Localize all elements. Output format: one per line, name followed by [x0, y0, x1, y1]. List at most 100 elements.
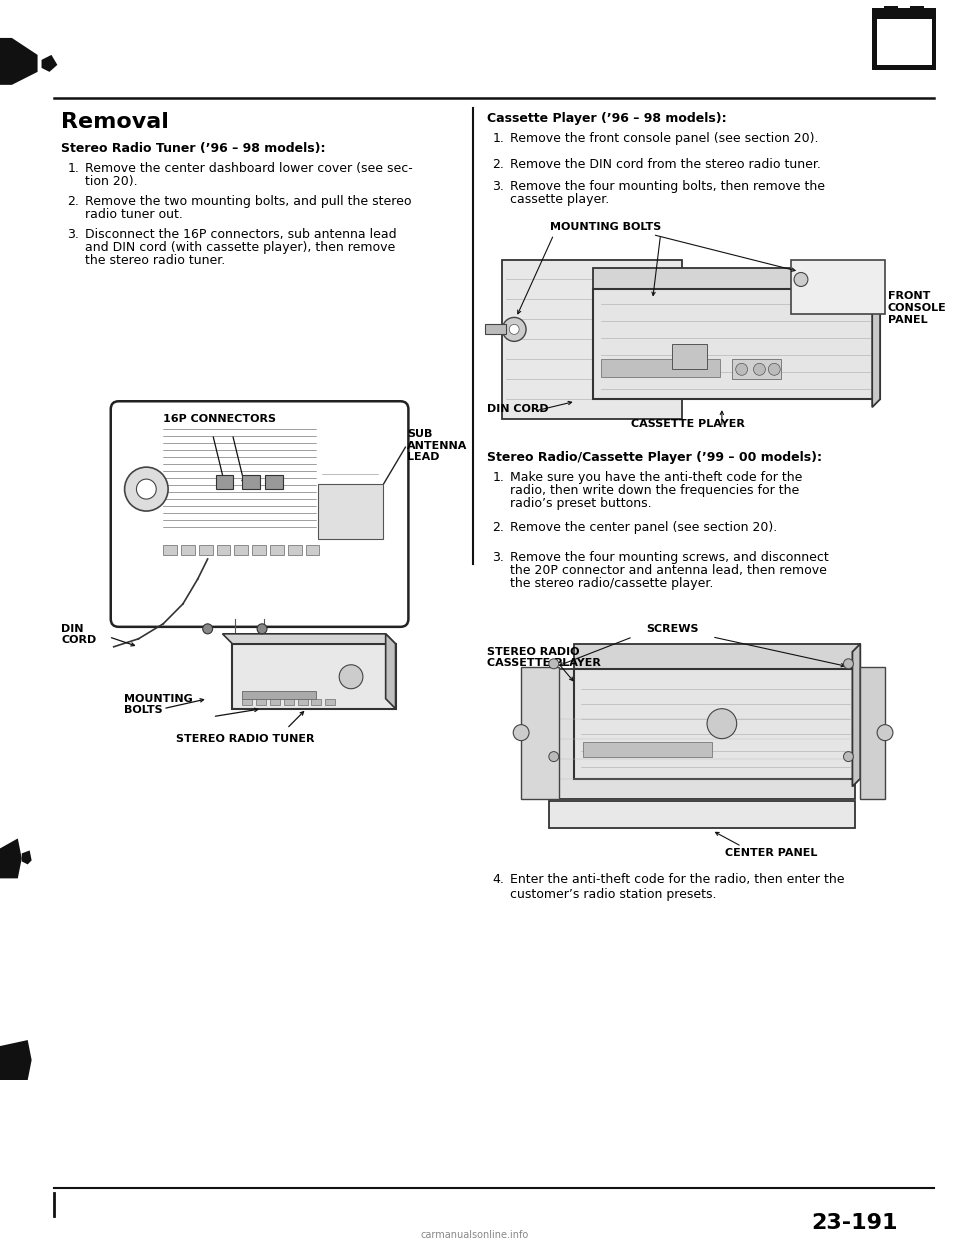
Text: and DIN cord (with cassette player), then remove: and DIN cord (with cassette player), the… [85, 241, 396, 253]
Text: the stereo radio tuner.: the stereo radio tuner. [85, 253, 226, 267]
Bar [216, 476, 233, 489]
Text: DIN
CORD: DIN CORD [61, 623, 97, 646]
Bar [584, 741, 712, 756]
Text: 1.: 1. [492, 471, 504, 484]
Bar [884, 6, 898, 12]
Bar [877, 19, 931, 65]
Polygon shape [521, 667, 559, 799]
Circle shape [877, 724, 893, 740]
Polygon shape [573, 643, 860, 668]
Bar [242, 699, 252, 704]
Text: 1.: 1. [67, 161, 79, 175]
Text: Disconnect the 16P connectors, sub antenna lead: Disconnect the 16P connectors, sub anten… [85, 227, 396, 241]
FancyBboxPatch shape [232, 643, 396, 709]
Text: 4.: 4. [492, 873, 504, 887]
Polygon shape [593, 267, 880, 289]
Text: SUB
ANTENNA
LEAD: SUB ANTENNA LEAD [407, 430, 468, 462]
Bar [256, 699, 266, 704]
Polygon shape [502, 260, 683, 420]
Circle shape [339, 664, 363, 689]
Text: radio tuner out.: radio tuner out. [85, 207, 183, 221]
Polygon shape [873, 267, 880, 407]
Text: –: – [886, 22, 894, 37]
Text: tion 20).: tion 20). [85, 175, 137, 188]
Circle shape [514, 724, 529, 740]
Text: radio, then write down the frequencies for the: radio, then write down the frequencies f… [511, 484, 800, 497]
Polygon shape [41, 55, 58, 72]
Text: CENTER PANEL: CENTER PANEL [725, 848, 818, 858]
Text: STEREO RADIO TUNER: STEREO RADIO TUNER [176, 734, 315, 744]
Text: Remove the DIN cord from the stereo radio tuner.: Remove the DIN cord from the stereo radi… [511, 158, 821, 170]
Bar [242, 476, 260, 489]
Text: Remove the four mounting screws, and disconnect: Remove the four mounting screws, and dis… [511, 551, 829, 564]
Circle shape [754, 364, 765, 375]
Text: MOUNTING
BOLTS: MOUNTING BOLTS [124, 694, 192, 715]
Bar [265, 476, 283, 489]
Text: Remove the two mounting bolts, and pull the stereo: Remove the two mounting bolts, and pull … [85, 195, 412, 207]
Polygon shape [22, 851, 32, 864]
Text: cassette player.: cassette player. [511, 193, 610, 206]
Bar [601, 359, 720, 378]
Bar [311, 699, 322, 704]
Text: Enter the anti-theft code for the radio, then enter the
customer’s radio station: Enter the anti-theft code for the radio,… [511, 873, 845, 902]
Text: the 20P connector and antenna lead, then remove: the 20P connector and antenna lead, then… [511, 564, 828, 578]
Text: CASSETTE PLAYER: CASSETTE PLAYER [632, 420, 745, 430]
Polygon shape [223, 633, 396, 643]
Circle shape [502, 318, 526, 342]
Circle shape [735, 364, 748, 375]
Text: Stereo Radio Tuner (’96 – 98 models):: Stereo Radio Tuner (’96 – 98 models): [61, 142, 325, 155]
Circle shape [125, 467, 168, 510]
Bar [270, 699, 280, 704]
Text: Remove the four mounting bolts, then remove the: Remove the four mounting bolts, then rem… [511, 180, 826, 193]
Bar [252, 545, 266, 555]
Polygon shape [0, 838, 22, 878]
Bar [217, 545, 230, 555]
Text: the stereo radio/cassette player.: the stereo radio/cassette player. [511, 578, 713, 590]
Bar [163, 545, 177, 555]
Circle shape [794, 272, 808, 287]
FancyBboxPatch shape [549, 801, 855, 828]
FancyBboxPatch shape [110, 401, 408, 627]
Circle shape [549, 658, 559, 668]
Bar [288, 545, 301, 555]
Text: STEREO RADIO
CASSETTE PLAYER: STEREO RADIO CASSETTE PLAYER [487, 647, 600, 668]
Bar [242, 691, 317, 699]
Text: Stereo Radio/Cassette Player (’99 – 00 models):: Stereo Radio/Cassette Player (’99 – 00 m… [487, 451, 822, 465]
Text: 3.: 3. [492, 551, 504, 564]
Text: Remove the center panel (see section 20).: Remove the center panel (see section 20)… [511, 522, 778, 534]
Circle shape [203, 623, 212, 633]
Polygon shape [0, 1040, 32, 1081]
Circle shape [509, 324, 519, 334]
Text: MOUNTING BOLTS: MOUNTING BOLTS [549, 221, 660, 231]
Polygon shape [0, 39, 37, 84]
Text: 3.: 3. [67, 227, 79, 241]
Bar [305, 545, 320, 555]
Polygon shape [860, 667, 885, 799]
Bar [234, 545, 249, 555]
Circle shape [136, 479, 156, 499]
Bar [672, 344, 707, 369]
Bar [325, 699, 335, 704]
FancyBboxPatch shape [549, 668, 855, 799]
Text: Cassette Player (’96 – 98 models):: Cassette Player (’96 – 98 models): [487, 112, 726, 124]
Text: DIN CORD: DIN CORD [487, 404, 548, 415]
Text: 23-191: 23-191 [811, 1212, 898, 1233]
Bar [199, 545, 212, 555]
Text: Remove the front console panel (see section 20).: Remove the front console panel (see sect… [511, 132, 819, 145]
Text: 1.: 1. [492, 132, 504, 145]
Bar [732, 359, 781, 379]
Bar [485, 324, 506, 334]
Bar [910, 6, 924, 12]
Bar [181, 545, 195, 555]
Bar [873, 7, 936, 70]
Text: 16P CONNECTORS: 16P CONNECTORS [163, 415, 276, 425]
Text: 2.: 2. [492, 522, 504, 534]
Text: SCREWS: SCREWS [646, 623, 699, 633]
Text: Make sure you have the anti-theft code for the: Make sure you have the anti-theft code f… [511, 471, 803, 484]
Bar [284, 699, 294, 704]
Circle shape [707, 709, 736, 739]
Text: Remove the center dashboard lower cover (see sec-: Remove the center dashboard lower cover … [85, 161, 413, 175]
Text: FRONT
CONSOLE
PANEL: FRONT CONSOLE PANEL [888, 292, 947, 324]
FancyBboxPatch shape [573, 668, 860, 779]
Circle shape [844, 751, 853, 761]
